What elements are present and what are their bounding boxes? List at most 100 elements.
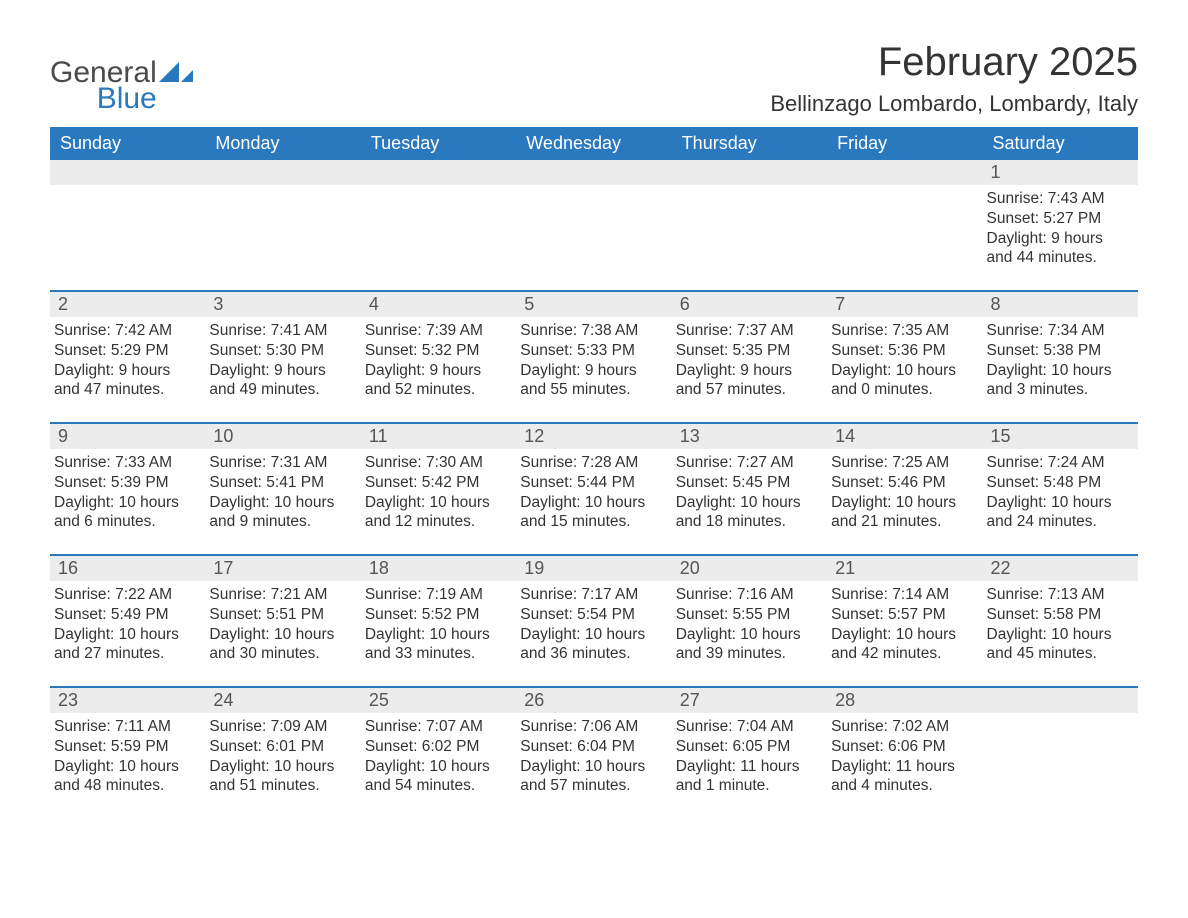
daylight-line: Daylight: 9 hours and 52 minutes. [365, 361, 508, 401]
day-cell: 1Sunrise: 7:43 AMSunset: 5:27 PMDaylight… [983, 160, 1138, 280]
day-details: Sunrise: 7:39 AMSunset: 5:32 PMDaylight:… [361, 317, 516, 404]
day-details: Sunrise: 7:07 AMSunset: 6:02 PMDaylight:… [361, 713, 516, 800]
daylight-line: Daylight: 10 hours and 48 minutes. [54, 757, 197, 797]
day-cell: 20Sunrise: 7:16 AMSunset: 5:55 PMDayligh… [672, 556, 827, 676]
sunrise-line: Sunrise: 7:17 AM [520, 585, 663, 605]
daylight-line: Daylight: 10 hours and 39 minutes. [676, 625, 819, 665]
sunset-line: Sunset: 5:54 PM [520, 605, 663, 625]
month-title: February 2025 [770, 40, 1138, 85]
day-number: 16 [50, 556, 205, 581]
day-details [672, 185, 827, 193]
day-cell: 2Sunrise: 7:42 AMSunset: 5:29 PMDaylight… [50, 292, 205, 412]
day-number [672, 160, 827, 185]
sunrise-line: Sunrise: 7:02 AM [831, 717, 974, 737]
day-details [516, 185, 671, 193]
sunset-line: Sunset: 5:45 PM [676, 473, 819, 493]
daylight-line: Daylight: 9 hours and 57 minutes. [676, 361, 819, 401]
day-details: Sunrise: 7:16 AMSunset: 5:55 PMDaylight:… [672, 581, 827, 668]
sunset-line: Sunset: 5:49 PM [54, 605, 197, 625]
day-number: 11 [361, 424, 516, 449]
sunrise-line: Sunrise: 7:37 AM [676, 321, 819, 341]
day-cell [205, 160, 360, 280]
day-details: Sunrise: 7:25 AMSunset: 5:46 PMDaylight:… [827, 449, 982, 536]
dow-cell: Saturday [983, 127, 1138, 160]
brand-logo: General Blue [50, 40, 193, 114]
dow-cell: Friday [827, 127, 982, 160]
sunset-line: Sunset: 6:02 PM [365, 737, 508, 757]
daylight-line: Daylight: 10 hours and 33 minutes. [365, 625, 508, 665]
day-details [827, 185, 982, 193]
day-number: 6 [672, 292, 827, 317]
day-details: Sunrise: 7:21 AMSunset: 5:51 PMDaylight:… [205, 581, 360, 668]
day-cell: 4Sunrise: 7:39 AMSunset: 5:32 PMDaylight… [361, 292, 516, 412]
sunrise-line: Sunrise: 7:43 AM [987, 189, 1130, 209]
day-number: 22 [983, 556, 1138, 581]
day-details [50, 185, 205, 193]
day-number [516, 160, 671, 185]
daylight-line: Daylight: 10 hours and 36 minutes. [520, 625, 663, 665]
day-details: Sunrise: 7:41 AMSunset: 5:30 PMDaylight:… [205, 317, 360, 404]
sunrise-line: Sunrise: 7:14 AM [831, 585, 974, 605]
sunrise-line: Sunrise: 7:33 AM [54, 453, 197, 473]
day-cell: 12Sunrise: 7:28 AMSunset: 5:44 PMDayligh… [516, 424, 671, 544]
day-number: 3 [205, 292, 360, 317]
daylight-line: Daylight: 10 hours and 30 minutes. [209, 625, 352, 665]
sunrise-line: Sunrise: 7:22 AM [54, 585, 197, 605]
day-cell: 18Sunrise: 7:19 AMSunset: 5:52 PMDayligh… [361, 556, 516, 676]
day-details: Sunrise: 7:09 AMSunset: 6:01 PMDaylight:… [205, 713, 360, 800]
sunset-line: Sunset: 5:57 PM [831, 605, 974, 625]
sunset-line: Sunset: 5:36 PM [831, 341, 974, 361]
week-row: 2Sunrise: 7:42 AMSunset: 5:29 PMDaylight… [50, 290, 1138, 412]
day-number: 4 [361, 292, 516, 317]
day-cell: 22Sunrise: 7:13 AMSunset: 5:58 PMDayligh… [983, 556, 1138, 676]
day-number: 27 [672, 688, 827, 713]
day-number: 1 [983, 160, 1138, 185]
day-cell: 11 Sunrise: 7:30 AMSunset: 5:42 PMDayligh… [361, 424, 516, 544]
day-details: Sunrise: 7:17 AMSunset: 5:54 PMDaylight:… [516, 581, 671, 668]
sunset-line: Sunset: 5:55 PM [676, 605, 819, 625]
sunset-line: Sunset: 5:39 PM [54, 473, 197, 493]
daylight-line: Daylight: 10 hours and 12 minutes. [365, 493, 508, 533]
brand-text: General Blue [50, 58, 157, 114]
day-number: 28 [827, 688, 982, 713]
day-number [361, 160, 516, 185]
day-number: 18 [361, 556, 516, 581]
day-cell: 7Sunrise: 7:35 AMSunset: 5:36 PMDaylight… [827, 292, 982, 412]
sunset-line: Sunset: 5:41 PM [209, 473, 352, 493]
sunrise-line: Sunrise: 7:39 AM [365, 321, 508, 341]
title-block: February 2025 Bellinzago Lombardo, Lomba… [770, 40, 1138, 127]
daylight-line: Daylight: 10 hours and 54 minutes. [365, 757, 508, 797]
sunrise-line: Sunrise: 7:30 AM [365, 453, 508, 473]
daylight-line: Daylight: 10 hours and 21 minutes. [831, 493, 974, 533]
daylight-line: Daylight: 10 hours and 42 minutes. [831, 625, 974, 665]
day-details [205, 185, 360, 193]
sunset-line: Sunset: 5:59 PM [54, 737, 197, 757]
day-cell [50, 160, 205, 280]
day-cell: 24Sunrise: 7:09 AMSunset: 6:01 PMDayligh… [205, 688, 360, 808]
dow-cell: Monday [205, 127, 360, 160]
sunrise-line: Sunrise: 7:42 AM [54, 321, 197, 341]
day-details: Sunrise: 7:43 AMSunset: 5:27 PMDaylight:… [983, 185, 1138, 272]
day-details: Sunrise: 7:34 AMSunset: 5:38 PMDaylight:… [983, 317, 1138, 404]
day-number: 8 [983, 292, 1138, 317]
sunrise-line: Sunrise: 7:19 AM [365, 585, 508, 605]
sunrise-line: Sunrise: 7:34 AM [987, 321, 1130, 341]
daylight-line: Daylight: 9 hours and 47 minutes. [54, 361, 197, 401]
calendar-grid: SundayMondayTuesdayWednesdayThursdayFrid… [50, 127, 1138, 808]
sunset-line: Sunset: 5:42 PM [365, 473, 508, 493]
day-number: 17 [205, 556, 360, 581]
week-row: 1Sunrise: 7:43 AMSunset: 5:27 PMDaylight… [50, 160, 1138, 280]
week-row: 16Sunrise: 7:22 AMSunset: 5:49 PMDayligh… [50, 554, 1138, 676]
day-number: 12 [516, 424, 671, 449]
sunrise-line: Sunrise: 7:28 AM [520, 453, 663, 473]
sunrise-line: Sunrise: 7:11 AM [54, 717, 197, 737]
day-cell [672, 160, 827, 280]
sunset-line: Sunset: 5:27 PM [987, 209, 1130, 229]
day-cell [361, 160, 516, 280]
daylight-line: Daylight: 10 hours and 3 minutes. [987, 361, 1130, 401]
day-number: 21 [827, 556, 982, 581]
sunset-line: Sunset: 5:32 PM [365, 341, 508, 361]
dow-cell: Wednesday [516, 127, 671, 160]
daylight-line: Daylight: 10 hours and 24 minutes. [987, 493, 1130, 533]
day-details: Sunrise: 7:22 AMSunset: 5:49 PMDaylight:… [50, 581, 205, 668]
